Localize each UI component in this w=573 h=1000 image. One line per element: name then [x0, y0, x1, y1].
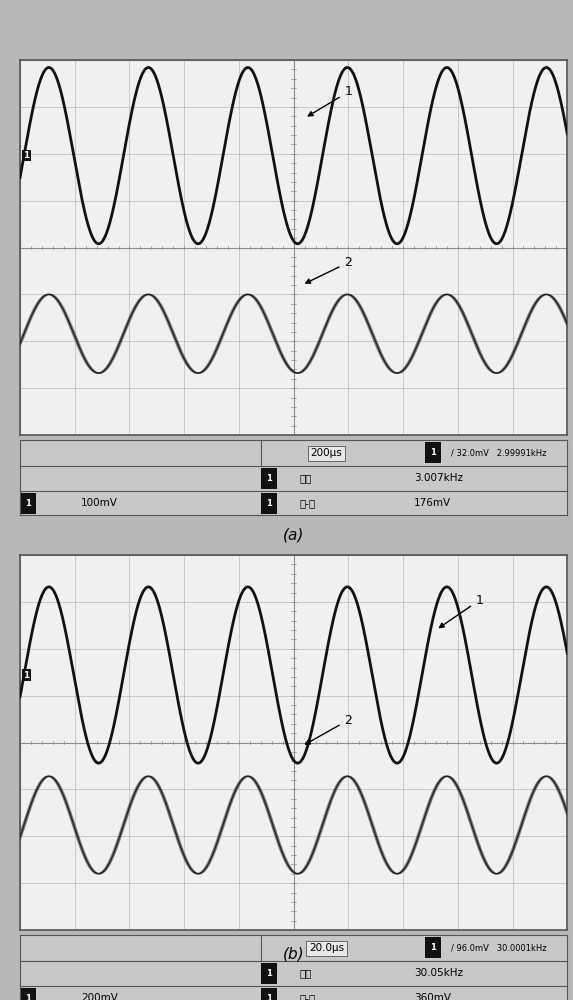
- FancyBboxPatch shape: [20, 988, 37, 1000]
- FancyBboxPatch shape: [425, 937, 441, 958]
- Text: 20.0μs: 20.0μs: [309, 943, 344, 953]
- Text: 1: 1: [266, 994, 272, 1000]
- Text: 200mV: 200mV: [81, 993, 118, 1000]
- Text: (a): (a): [282, 528, 304, 542]
- FancyBboxPatch shape: [425, 442, 441, 463]
- Text: / 32.0mV   2.99991kHz: / 32.0mV 2.99991kHz: [451, 448, 547, 457]
- Text: / 96.0mV   30.0001kHz: / 96.0mV 30.0001kHz: [451, 943, 547, 952]
- Text: 30.05kHz: 30.05kHz: [414, 968, 463, 978]
- Text: 1: 1: [430, 448, 436, 457]
- FancyBboxPatch shape: [261, 963, 277, 984]
- Text: 3.007kHz: 3.007kHz: [414, 473, 463, 483]
- Text: 1: 1: [25, 994, 31, 1000]
- Text: 峰-峰: 峰-峰: [299, 993, 315, 1000]
- FancyBboxPatch shape: [261, 493, 277, 514]
- Text: 100mV: 100mV: [81, 498, 118, 508]
- Text: 2: 2: [305, 714, 352, 744]
- Text: 1: 1: [266, 474, 272, 483]
- Text: 2: 2: [306, 256, 352, 283]
- Text: 200μs: 200μs: [311, 448, 343, 458]
- Text: 360mV: 360mV: [414, 993, 451, 1000]
- FancyBboxPatch shape: [261, 988, 277, 1000]
- Text: 1: 1: [308, 85, 352, 116]
- FancyBboxPatch shape: [20, 493, 37, 514]
- Text: 1: 1: [266, 969, 272, 978]
- Text: 1: 1: [25, 499, 31, 508]
- Text: (b): (b): [282, 946, 304, 962]
- Text: 峰-峰: 峰-峰: [299, 498, 315, 508]
- Text: 频率: 频率: [299, 968, 312, 978]
- Text: 1: 1: [23, 670, 30, 680]
- Text: 1: 1: [430, 943, 436, 952]
- Text: 频率: 频率: [299, 473, 312, 483]
- FancyBboxPatch shape: [261, 468, 277, 489]
- Text: 1: 1: [266, 499, 272, 508]
- Text: 1: 1: [439, 593, 484, 628]
- Text: 1: 1: [23, 151, 30, 160]
- Text: 176mV: 176mV: [414, 498, 451, 508]
